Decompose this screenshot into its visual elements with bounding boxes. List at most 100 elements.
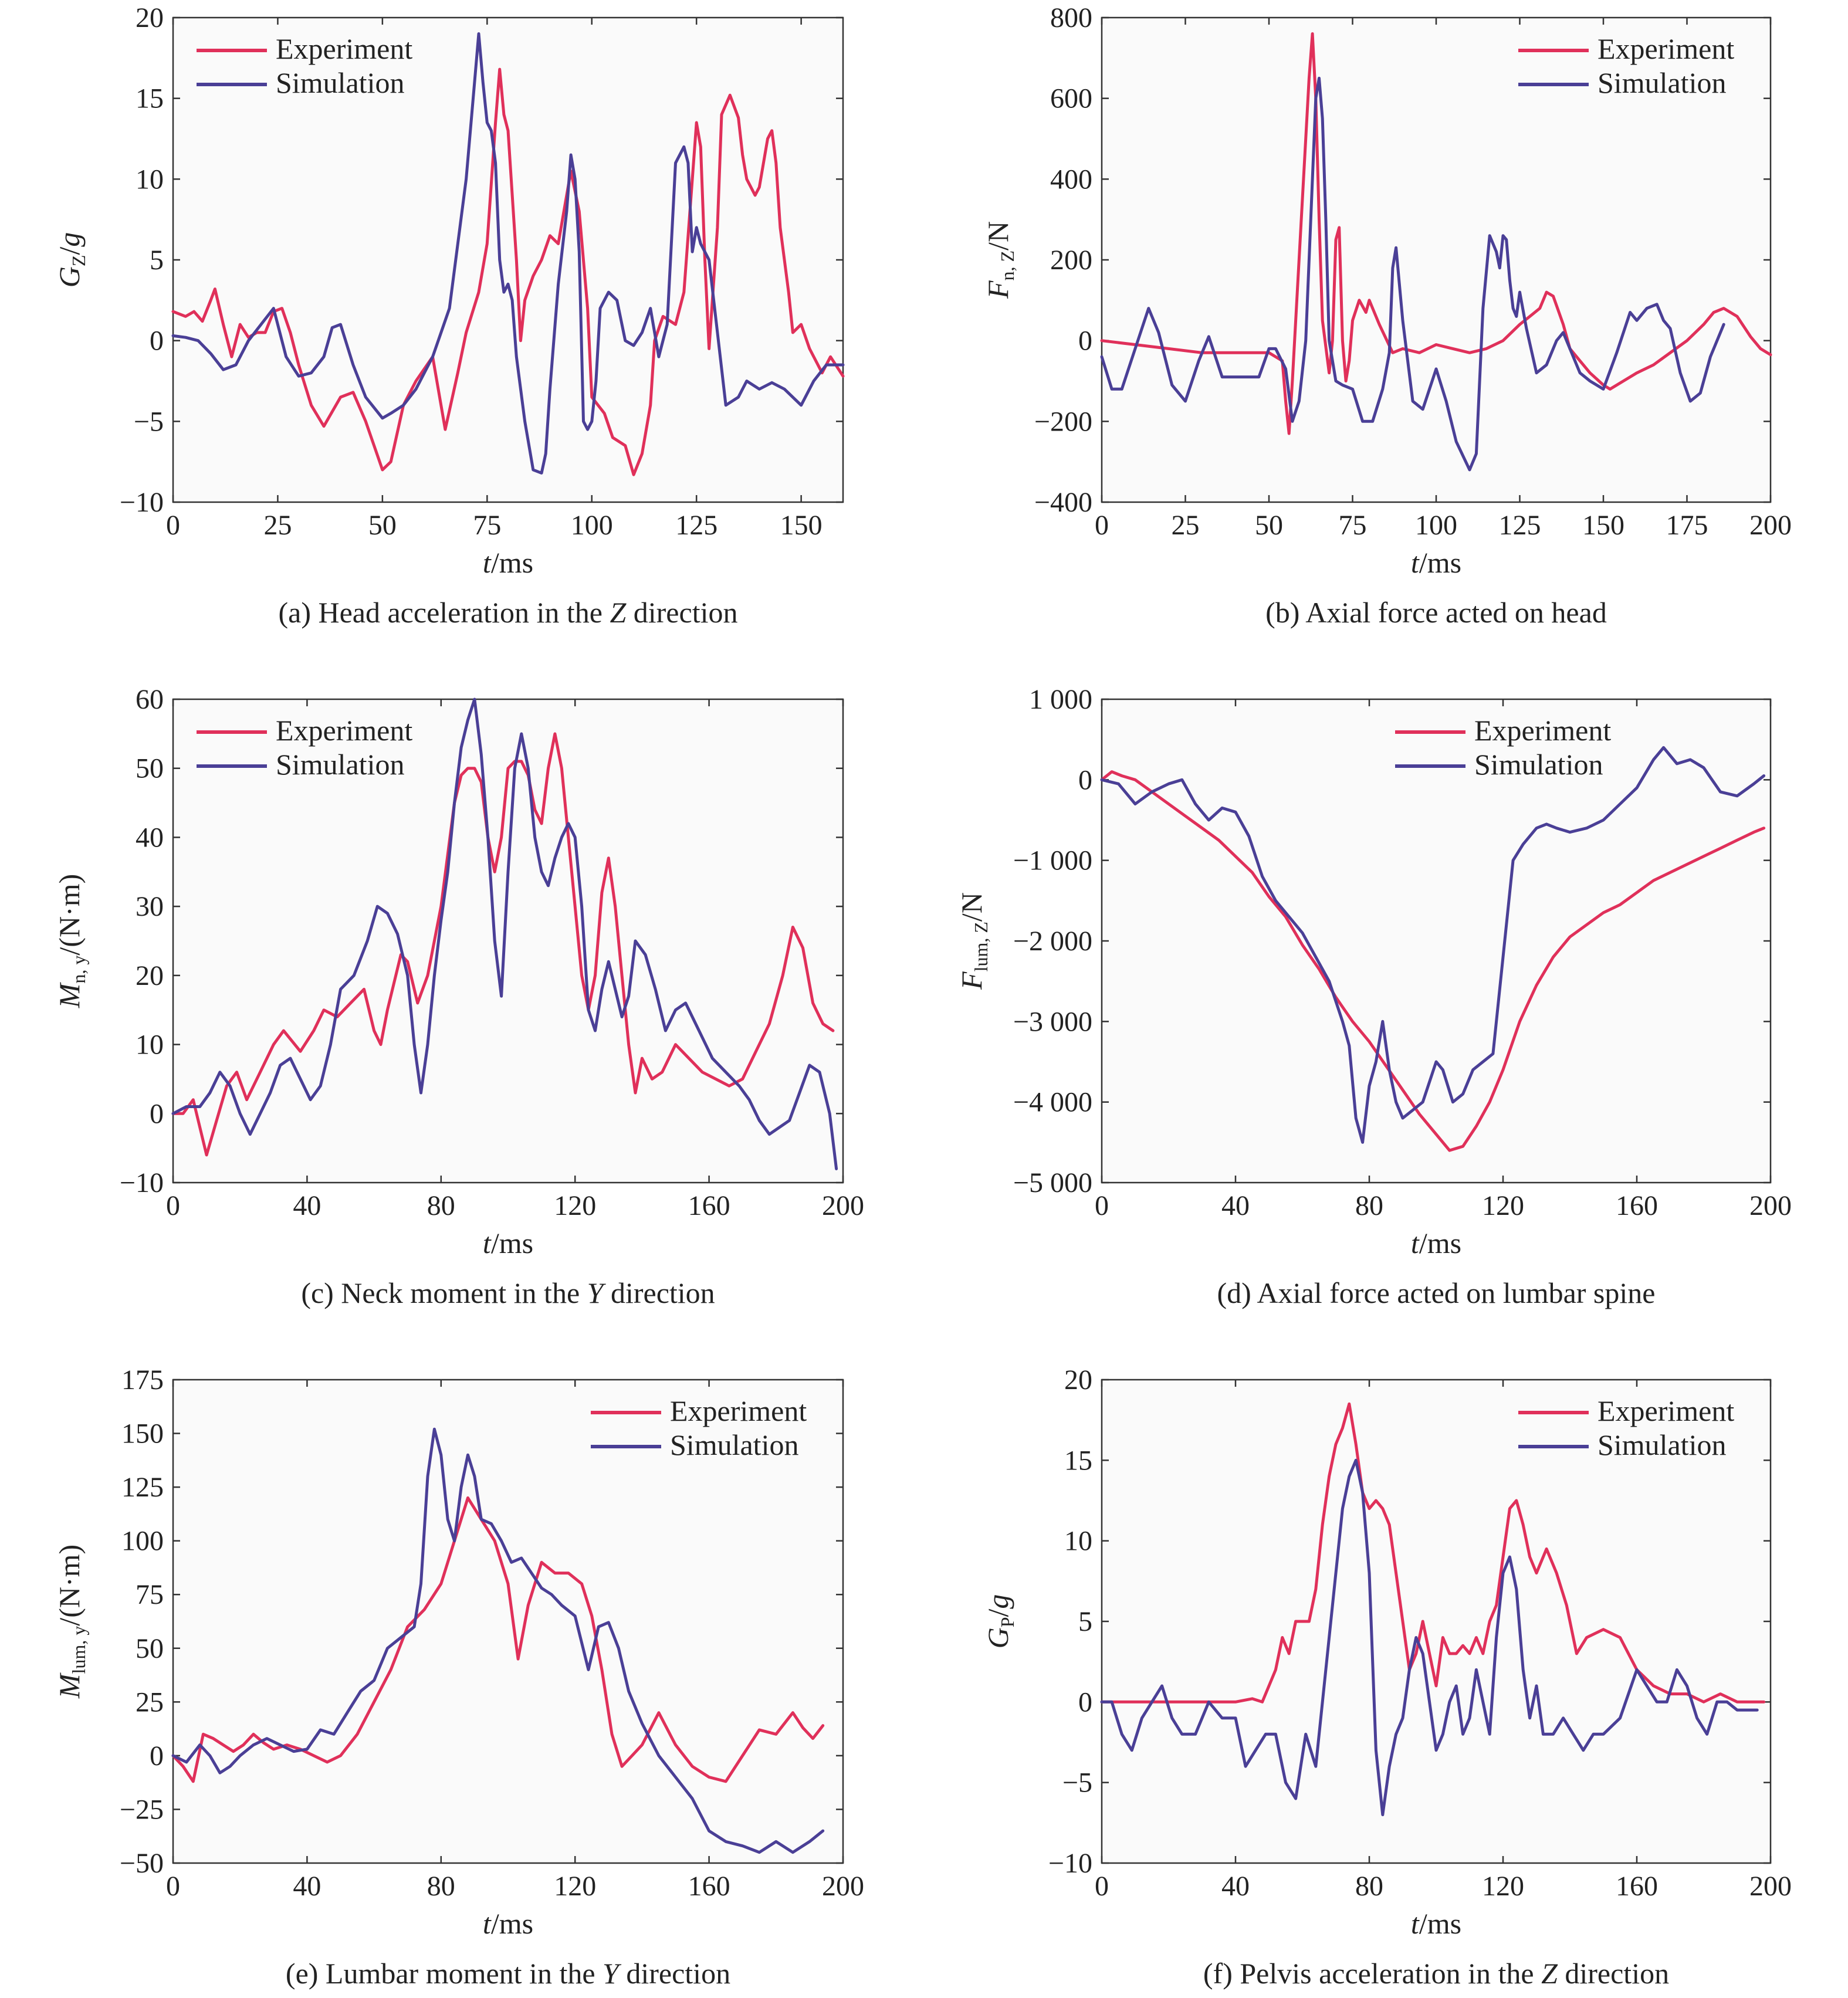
plot-area [1101,1379,1772,1864]
x-tick-label: 120 [1482,1871,1524,1902]
x-tick-label: 160 [1616,1190,1658,1221]
text-part: /ms [1419,546,1461,579]
text-part: t [483,1227,492,1259]
x-tick-label: 160 [688,1871,730,1902]
text-part: (c) Neck moment in the [301,1276,587,1309]
chart-panel-e: 0 40 80 120 160 200 −50 −25 0 25 50 75 100 125 150 175 t… [53,1364,864,1990]
text-part: (e) Lumbar moment in the [286,1957,603,1990]
x-tick-label: 100 [571,510,613,541]
y-tick-label: 800 [1050,2,1092,33]
x-tick-label: 0 [1095,510,1109,541]
text-part: g [981,1594,1014,1609]
x-tick-label: 120 [1482,1190,1524,1221]
plot-area [1101,16,1772,503]
text-part: direction [1558,1957,1669,1990]
text-part: t [1411,1907,1420,1940]
x-tick-label: 150 [780,510,823,541]
legend-label-experiment: Experiment [276,32,412,65]
y-tick-label: 10 [136,1030,164,1061]
series-line-experiment [1100,32,1772,435]
x-tick-label: 75 [1339,510,1367,541]
y-tick-label: −10 [120,487,164,518]
x-tick-label: 200 [822,1871,864,1902]
y-axis-label: GZ/g [53,232,89,288]
text-part: F [955,971,988,990]
series-line-experiment [1100,770,1766,1152]
text-part: direction [619,1957,730,1990]
x-tick-label: 80 [427,1190,455,1221]
y-tick-label: 150 [121,1418,164,1450]
text-part: lum, Z [970,922,991,971]
x-tick-label: 25 [1172,510,1200,541]
chart-panel-d: 0 40 80 120 160 200 −5 000 −4 000 −3 000 −2 000 −1… [955,684,1792,1309]
x-tick-label: 25 [263,510,292,541]
y-tick-label: 10 [1064,1526,1092,1557]
text-part: G [53,266,86,287]
y-tick-label: 20 [136,2,164,33]
series-line-experiment [171,1496,825,1783]
text-part: n, y [68,956,89,984]
text-part: /(N·m) [53,874,86,956]
series-line-experiment [171,67,845,476]
y-tick-label: 0 [1078,326,1092,357]
y-tick-label: −1 000 [1013,845,1092,876]
text-part: Y [587,1276,607,1309]
x-tick-label: 40 [293,1190,321,1221]
y-tick-label: 75 [136,1579,164,1610]
series-line-simulation [1100,746,1766,1144]
y-tick-label: 125 [121,1472,164,1503]
x-tick-label: 40 [1221,1871,1250,1902]
y-tick-label: 0 [1078,1687,1092,1718]
text-part: /(N·m) [53,1545,86,1626]
text-part: Z [610,596,627,629]
series-line-simulation [171,32,845,475]
panel-caption: (c) Neck moment in the Y direction [301,1276,715,1309]
plot-area [172,16,844,503]
series-line-simulation [171,697,838,1170]
x-tick-label: 80 [1355,1190,1383,1221]
y-tick-label: 30 [136,891,164,922]
series-line-experiment [1100,1402,1766,1704]
x-tick-label: 50 [368,510,397,541]
text-part: G [981,1627,1014,1648]
text-part: / [53,247,86,255]
panel-caption: (b) Axial force acted on head [1265,596,1607,629]
y-tick-label: 60 [136,684,164,715]
legend-label-simulation: Simulation [670,1428,798,1461]
legend-label-experiment: Experiment [670,1394,807,1427]
x-tick-label: 160 [688,1190,730,1221]
y-tick-label: 15 [1064,1445,1092,1476]
x-tick-label: 0 [166,1871,180,1902]
panel-caption: (e) Lumbar moment in the Y direction [286,1957,730,1990]
legend-label-experiment: Experiment [1597,1394,1734,1427]
text-part: (d) Axial force acted on lumbar spine [1217,1276,1656,1309]
chart-panel-a: 0 25 50 75 100 125 150−10−505101520t/msGZ/g(a)… [53,2,845,629]
x-tick-label: 50 [1255,510,1283,541]
y-tick-label: 600 [1050,83,1092,114]
y-tick-label: −3 000 [1013,1006,1092,1037]
x-tick-label: 200 [822,1190,864,1221]
text-part: M [53,1672,86,1699]
x-tick-label: 200 [1749,1871,1792,1902]
plot-area [1101,698,1772,1184]
text-part: Y [603,1957,622,1990]
x-tick-label: 40 [293,1871,321,1902]
y-tick-label: 50 [136,1633,164,1664]
y-axis-label: Fn, Z/N [981,221,1018,299]
y-tick-label: 0 [150,1740,164,1772]
y-tick-label: 50 [136,753,164,784]
x-tick-label: 80 [1355,1871,1383,1902]
y-tick-label: −2 000 [1013,926,1092,957]
panel-caption: (f) Pelvis acceleration in the Z directi… [1203,1957,1669,1990]
y-axis-label: Flum, Z/N [955,892,991,990]
text-part: (a) Head acceleration in the [279,596,610,629]
x-axis-label: t/ms [1411,546,1461,579]
x-tick-label: 125 [675,510,717,541]
x-tick-label: 125 [1499,510,1541,541]
x-tick-label: 0 [166,510,180,541]
x-axis-label: t/ms [1411,1227,1461,1259]
x-tick-label: 100 [1415,510,1457,541]
legend-label-experiment: Experiment [276,714,412,747]
